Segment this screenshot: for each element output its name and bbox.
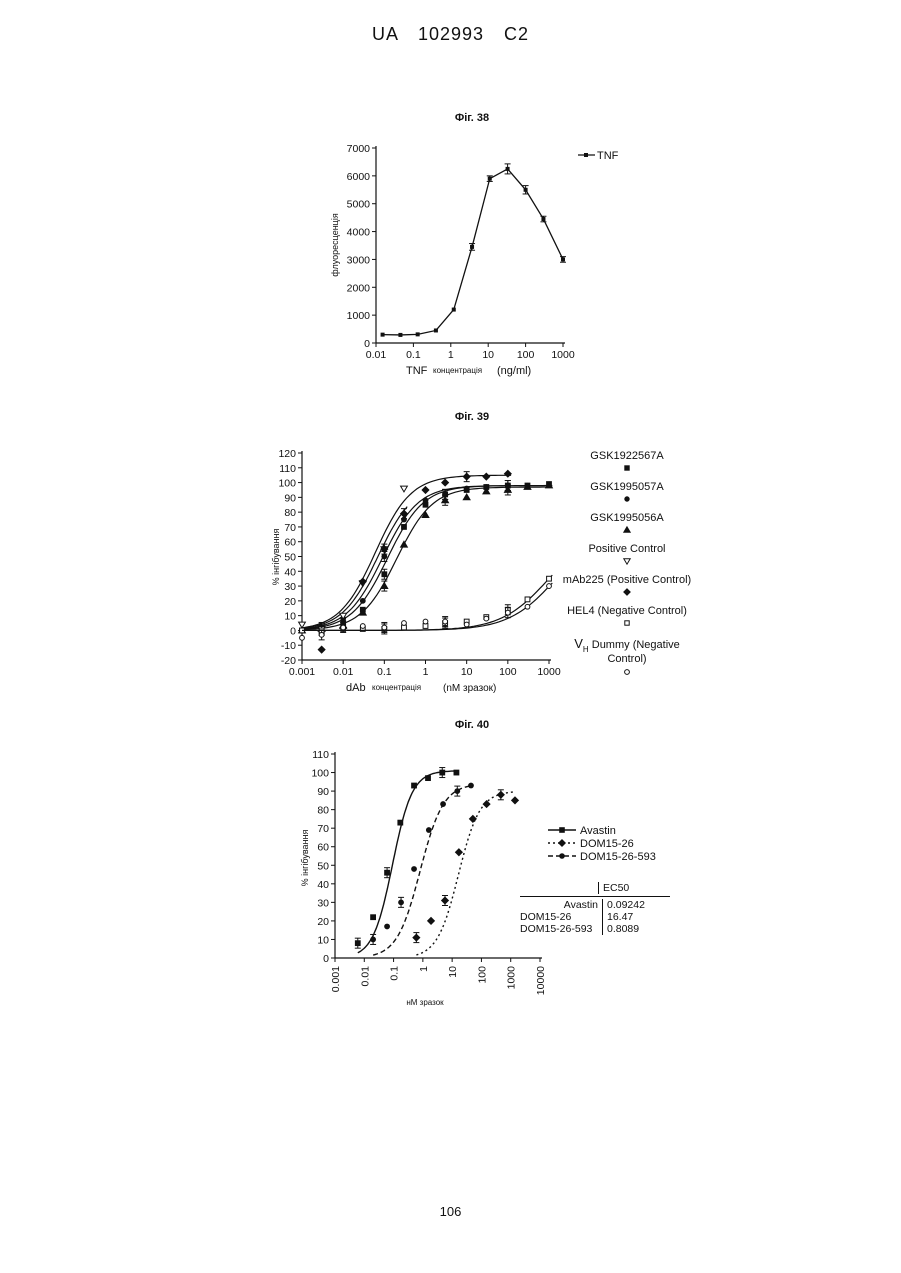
y-tick-label: 40: [317, 879, 329, 891]
y-tick-label: 10: [317, 934, 329, 946]
data-point: [412, 867, 417, 872]
data-point: [441, 802, 446, 807]
ec50-table-row-value: 0.8089: [602, 923, 639, 935]
fit-curve: [358, 771, 457, 953]
x-tick-label: 100: [476, 966, 488, 984]
legend-label: DOM15-26: [580, 838, 634, 850]
data-point: [469, 816, 476, 823]
data-point: [455, 789, 460, 794]
fit-curve: [416, 792, 515, 955]
data-point: [371, 937, 376, 942]
x-tick-label: 10: [447, 966, 459, 978]
y-tick-label: 90: [317, 786, 329, 798]
y-tick-label: 20: [317, 916, 329, 928]
data-point: [560, 828, 565, 833]
x-tick-label: 0.1: [389, 966, 401, 981]
data-point: [559, 840, 566, 847]
ec50-table-row-name: DOM15-26: [520, 911, 602, 923]
ec50-table-row-name: DOM15-26-593: [520, 923, 602, 935]
data-point: [413, 934, 420, 941]
x-axis-label: нМ зразок: [406, 998, 444, 1007]
data-point: [385, 870, 390, 875]
data-point: [497, 791, 504, 798]
ec50-table-header-name: [520, 882, 598, 894]
data-point: [355, 941, 360, 946]
data-point: [398, 820, 403, 825]
data-point: [440, 770, 445, 775]
y-tick-label: 70: [317, 823, 329, 835]
data-point: [399, 900, 404, 905]
x-tick-label: 0.01: [359, 966, 371, 987]
y-tick-label: 100: [311, 768, 329, 780]
data-point: [426, 776, 431, 781]
data-point: [428, 918, 435, 925]
y-tick-label: 0: [323, 953, 329, 965]
ec50-table: EC50 Avastin 0.09242 DOM15-26 16.47 DOM1…: [520, 882, 670, 935]
y-tick-label: 60: [317, 842, 329, 854]
ec50-table-row-value: 0.09242: [602, 899, 645, 911]
data-point: [385, 924, 390, 929]
data-point: [483, 801, 490, 808]
ec50-table-row-name: Avastin: [520, 899, 602, 911]
x-tick-label: 10000: [535, 966, 547, 995]
legend-label: DOM15-26-593: [580, 851, 656, 863]
ec50-table-row-value: 16.47: [602, 911, 633, 923]
data-point: [455, 849, 462, 856]
x-tick-label: 1000: [506, 966, 518, 990]
page-number: 106: [0, 1204, 901, 1219]
data-point: [512, 797, 519, 804]
data-point: [469, 783, 474, 788]
x-tick-label: 0.001: [330, 966, 342, 992]
data-point: [412, 783, 417, 788]
data-point: [426, 828, 431, 833]
y-axis-label: % інгібування: [300, 830, 310, 887]
data-point: [560, 854, 565, 859]
ec50-table-header-value: EC50: [598, 882, 667, 894]
y-tick-label: 110: [312, 749, 329, 761]
y-tick-label: 30: [317, 897, 329, 909]
y-tick-label: 80: [317, 805, 329, 817]
y-tick-label: 50: [317, 860, 329, 872]
legend-label: Avastin: [580, 825, 616, 837]
x-tick-label: 1: [418, 966, 430, 972]
data-point: [442, 897, 449, 904]
data-point: [454, 770, 459, 775]
data-point: [371, 915, 376, 920]
